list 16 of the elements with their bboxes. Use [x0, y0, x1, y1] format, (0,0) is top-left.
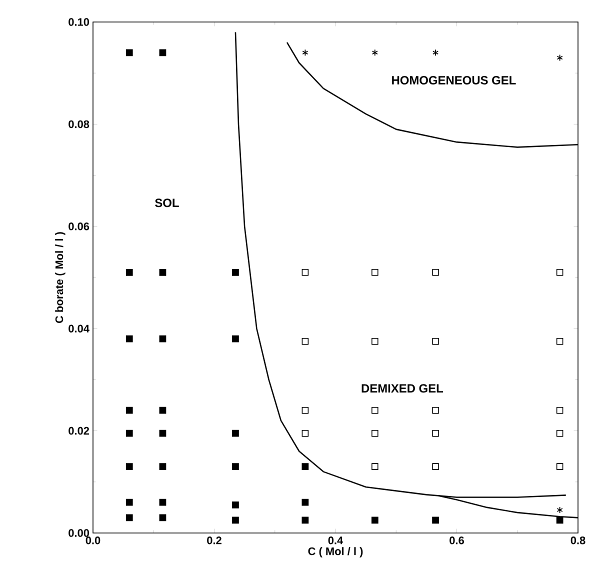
x-tick-label: 0.4: [328, 536, 344, 544]
y-tick-label: 0.00: [68, 529, 90, 537]
annotation: SOL: [155, 198, 179, 208]
x-tick-label: 0.2: [207, 536, 222, 544]
x-axis-title: C ( Mol / l ): [308, 547, 363, 558]
y-tick-label: 0.04: [68, 324, 90, 332]
annotation: HOMOGENEOUS GEL: [392, 76, 516, 84]
x-tick-label: 0.6: [450, 536, 464, 544]
y-tick-label: 0.10: [68, 18, 90, 26]
y-tick-label: 0.06: [68, 222, 90, 230]
x-tick-label: 0.8: [570, 536, 586, 544]
x-tick-label: 0.0: [86, 536, 100, 544]
annotation: DEMIXED GEL: [362, 384, 443, 393]
y-axis-title: C borate ( Mol / l ): [55, 232, 66, 324]
y-tick-label: 0.02: [68, 426, 90, 435]
y-tick-label: 0.08: [68, 120, 90, 128]
